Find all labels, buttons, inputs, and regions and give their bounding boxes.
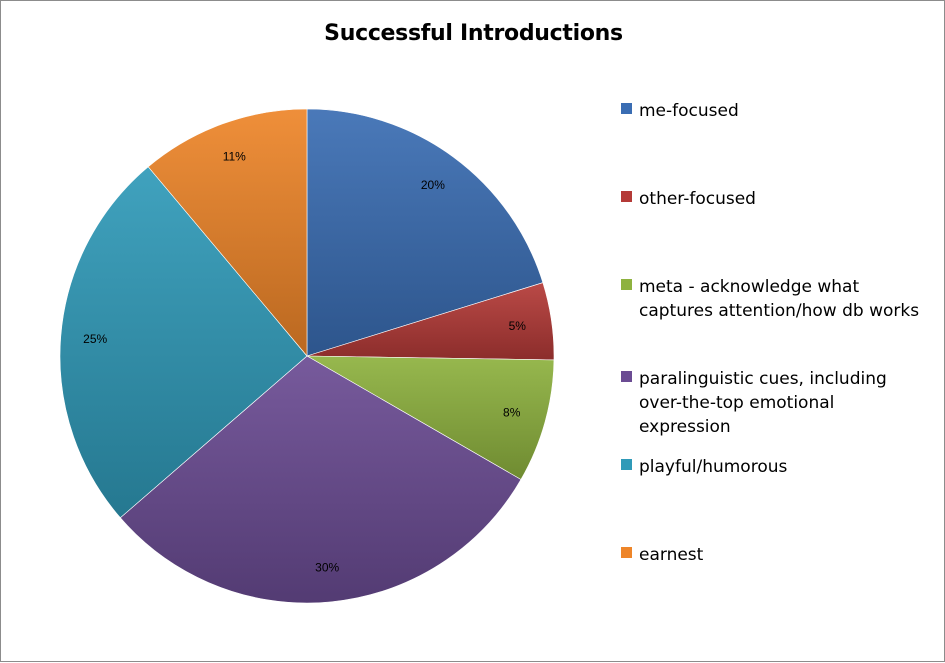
legend-label: paralinguistic cues, including over-the-t… (639, 369, 887, 437)
legend-label: other-focused (639, 189, 756, 209)
legend-label: me-focused (639, 101, 739, 121)
legend-label: playful/humorous (639, 457, 788, 477)
pie-slice-earnest (147, 108, 308, 357)
data-label: 30% (315, 561, 339, 575)
legend-label: meta - acknowledge what captures attentio… (639, 277, 920, 321)
pie-slice-meta (305, 355, 555, 480)
legend-swatch (621, 459, 632, 470)
pie-slice-paralinguistic (119, 355, 522, 604)
pie-slice-me-focused (306, 108, 544, 357)
legend-swatch (621, 371, 632, 382)
data-label: 5% (509, 319, 527, 333)
chart-title: Successful Introductions (324, 21, 623, 46)
data-label: 8% (503, 406, 521, 420)
legend-swatch (621, 191, 632, 202)
pie-slice-playfulhumorous (59, 166, 308, 519)
legend-swatch (621, 547, 632, 558)
data-label: 11% (223, 149, 246, 163)
data-label: 25% (83, 332, 107, 346)
legend-swatch (621, 103, 632, 114)
data-label: 20% (421, 178, 445, 192)
legend-swatch (621, 279, 632, 290)
legend-label: earnest (639, 545, 704, 565)
